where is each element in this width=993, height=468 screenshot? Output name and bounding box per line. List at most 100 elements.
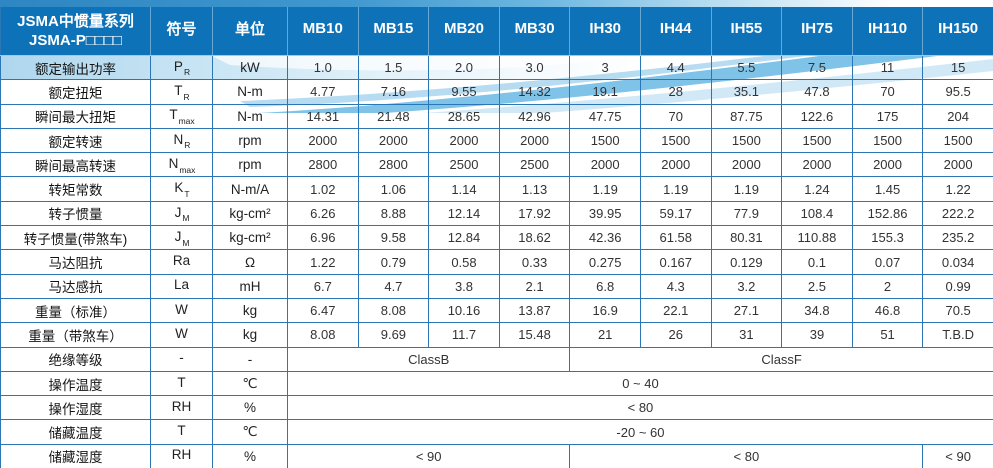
symbol-cell: T bbox=[150, 370, 213, 397]
value-cell: 2000 bbox=[710, 152, 783, 178]
value-cell: 19.1 bbox=[569, 79, 641, 105]
symbol-cell: W bbox=[150, 297, 213, 324]
value-cell: 5.5 bbox=[710, 54, 783, 81]
header-model-ih55: IH55 bbox=[710, 0, 783, 56]
value-cell: 15 bbox=[922, 54, 993, 81]
value-cell: 222.2 bbox=[922, 200, 993, 227]
unit-cell: - bbox=[212, 346, 288, 372]
value-cell: 6.26 bbox=[287, 200, 359, 227]
symbol-subscript: T bbox=[184, 188, 190, 199]
table-row: 额定扭矩 TR N-m 4.77 7.16 9.55 14.32 19.1 28 35.1 47.8… bbox=[0, 79, 993, 105]
row-label-cell: 重量（带煞车） bbox=[0, 322, 151, 348]
unit-cell: rpm bbox=[212, 127, 288, 154]
value-cell: 3.2 bbox=[710, 273, 783, 299]
value-cell: 6.8 bbox=[569, 273, 641, 299]
value-cell: 47.8 bbox=[781, 79, 853, 105]
unit-cell: Ω bbox=[212, 249, 288, 275]
value-cell: 4.3 bbox=[639, 273, 712, 299]
value-cell: 16.9 bbox=[569, 297, 641, 324]
symbol-base: T bbox=[177, 423, 186, 439]
header-model-ih150: IH150 bbox=[922, 0, 993, 56]
unit-cell: kg bbox=[212, 297, 288, 324]
value-cell: 10.16 bbox=[428, 297, 500, 324]
table-title: JSMA中惯量系列 JSMA-P□□□□ bbox=[0, 0, 151, 56]
row-label-cell: 额定输出功率 bbox=[0, 54, 151, 81]
value-cell: 1500 bbox=[710, 127, 783, 154]
symbol-base: W bbox=[175, 301, 188, 317]
symbol-base: N bbox=[168, 155, 179, 171]
table-row: 转子惯量(带煞车) JM kg-cm² 6.96 9.58 12.84 18.62 42.36… bbox=[0, 225, 993, 251]
symbol-base: Ra bbox=[172, 253, 191, 269]
value-cell: 4.7 bbox=[357, 273, 430, 299]
value-cell: 70.5 bbox=[922, 297, 993, 324]
value-cell: 17.92 bbox=[498, 200, 571, 227]
symbol-cell: T bbox=[150, 419, 213, 445]
value-cell: 2500 bbox=[428, 152, 500, 178]
unit-cell: rpm bbox=[212, 152, 288, 178]
span-cell: 0 ~ 40 bbox=[287, 370, 993, 397]
symbol-subscript: max bbox=[178, 116, 195, 127]
symbol-subscript: max bbox=[179, 164, 196, 175]
value-cell: 110.88 bbox=[781, 225, 853, 251]
value-cell: 9.69 bbox=[357, 322, 430, 348]
value-cell: T.B.D bbox=[922, 322, 993, 348]
unit-cell: kW bbox=[212, 54, 288, 81]
header-symbol: 符号 bbox=[150, 0, 213, 56]
value-cell: 2000 bbox=[357, 127, 430, 154]
table-row: 马达阻抗 Ra Ω 1.22 0.79 0.58 0.33 0.275 0.167 0.129 0.… bbox=[0, 249, 993, 275]
value-cell: 1500 bbox=[851, 127, 924, 154]
symbol-base: J bbox=[174, 204, 182, 220]
unit-cell: kg-cm² bbox=[212, 225, 288, 251]
symbol-base: T bbox=[174, 83, 183, 99]
value-cell: 2500 bbox=[498, 152, 571, 178]
value-cell: 1.5 bbox=[357, 54, 430, 81]
header-model-ih44: IH44 bbox=[639, 0, 712, 56]
value-cell: 9.55 bbox=[428, 79, 500, 105]
symbol-cell: PR bbox=[150, 54, 213, 81]
symbol-base: J bbox=[174, 228, 182, 244]
value-cell: 21.48 bbox=[357, 103, 430, 129]
value-cell: 2000 bbox=[428, 127, 500, 154]
row-label-cell: 瞬间最大扭矩 bbox=[0, 103, 151, 129]
header-unit: 单位 bbox=[212, 0, 288, 56]
header-model-ih30: IH30 bbox=[569, 0, 641, 56]
symbol-cell: NR bbox=[150, 127, 213, 154]
header-model-mb20: MB20 bbox=[428, 0, 500, 56]
symbol-base: K bbox=[174, 180, 184, 196]
value-cell: 39 bbox=[781, 322, 853, 348]
value-cell: 70 bbox=[851, 79, 924, 105]
header-model-mb30: MB30 bbox=[498, 0, 571, 56]
value-cell: 51 bbox=[851, 322, 924, 348]
symbol-base: RH bbox=[171, 398, 192, 414]
value-cell: 3.8 bbox=[428, 273, 500, 299]
symbol-cell: - bbox=[150, 346, 213, 372]
unit-cell: kg bbox=[212, 322, 288, 348]
value-cell: 0.33 bbox=[498, 249, 571, 275]
value-cell: 14.31 bbox=[287, 103, 359, 129]
symbol-cell: W bbox=[150, 322, 213, 348]
span-cell: ClassF bbox=[569, 346, 993, 372]
row-label-cell: 瞬间最高转速 bbox=[0, 152, 151, 178]
value-cell: 46.8 bbox=[851, 297, 924, 324]
value-cell: 0.1 bbox=[781, 249, 853, 275]
row-label-cell: 转子惯量(带煞车) bbox=[0, 225, 151, 251]
value-cell: 8.08 bbox=[287, 322, 359, 348]
value-cell: 108.4 bbox=[781, 200, 853, 227]
symbol-cell: Ra bbox=[150, 249, 213, 275]
unit-cell: ℃ bbox=[212, 419, 288, 445]
value-cell: 2 bbox=[851, 273, 924, 299]
table-row: 储藏温度 T ℃ -20 ~ 60 bbox=[0, 419, 993, 445]
value-cell: 0.129 bbox=[710, 249, 783, 275]
span-cell: < 80 bbox=[569, 443, 924, 468]
value-cell: 22.1 bbox=[639, 297, 712, 324]
symbol-subscript: M bbox=[182, 213, 190, 224]
value-cell: 42.36 bbox=[569, 225, 641, 251]
value-cell: 18.62 bbox=[498, 225, 571, 251]
value-cell: 70 bbox=[639, 103, 712, 129]
value-cell: 1.22 bbox=[922, 176, 993, 202]
value-cell: 1500 bbox=[781, 127, 853, 154]
value-cell: 1.22 bbox=[287, 249, 359, 275]
symbol-base: T bbox=[169, 107, 178, 123]
value-cell: 47.75 bbox=[569, 103, 641, 129]
